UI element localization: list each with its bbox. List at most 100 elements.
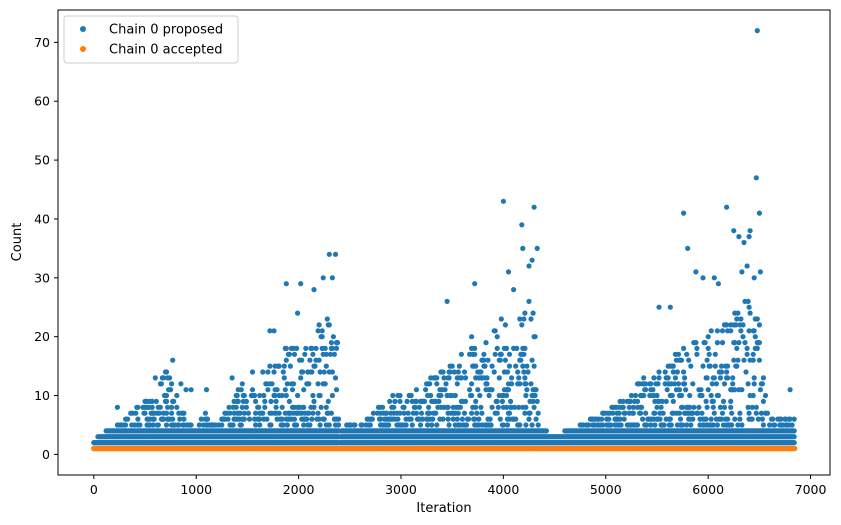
proposed-point	[728, 398, 734, 404]
proposed-point	[253, 410, 259, 416]
proposed-point	[529, 422, 535, 428]
proposed-point	[330, 334, 336, 340]
proposed-point	[772, 422, 778, 428]
proposed-point	[709, 381, 715, 387]
proposed-point	[736, 234, 742, 240]
proposed-point	[531, 404, 537, 410]
proposed-point	[651, 375, 657, 381]
proposed-point	[168, 387, 174, 393]
proposed-point	[760, 422, 767, 428]
proposed-point	[461, 410, 468, 416]
proposed-point	[421, 398, 428, 404]
proposed-point	[745, 381, 751, 387]
proposed-point	[135, 416, 141, 422]
proposed-point	[281, 363, 287, 369]
proposed-point	[279, 404, 285, 410]
proposed-point	[743, 369, 749, 375]
proposed-point	[142, 410, 148, 416]
proposed-point	[696, 404, 702, 410]
proposed-point	[384, 410, 390, 416]
proposed-point	[494, 410, 500, 416]
proposed-point	[165, 404, 171, 410]
proposed-point	[695, 410, 701, 416]
proposed-point	[249, 369, 256, 375]
proposed-point	[740, 322, 746, 328]
proposed-point	[149, 398, 155, 404]
proposed-point	[241, 416, 247, 422]
proposed-point	[474, 410, 480, 416]
proposed-point	[169, 381, 175, 387]
proposed-point	[427, 410, 433, 416]
proposed-point	[756, 340, 763, 346]
proposed-point	[257, 422, 263, 428]
proposed-point	[472, 281, 478, 287]
proposed-point	[265, 387, 271, 393]
proposed-point	[311, 398, 317, 404]
proposed-point	[706, 351, 712, 357]
proposed-point	[323, 404, 329, 410]
proposed-point	[123, 422, 129, 428]
proposed-point	[745, 404, 751, 410]
proposed-point	[617, 416, 623, 422]
proposed-point	[392, 398, 398, 404]
proposed-point	[219, 422, 225, 428]
proposed-point	[257, 416, 263, 422]
proposed-point	[456, 363, 462, 369]
proposed-point	[329, 345, 335, 351]
proposed-point	[333, 345, 340, 351]
proposed-point	[397, 398, 403, 404]
proposed-point	[694, 345, 700, 351]
proposed-point	[286, 351, 292, 357]
proposed-point	[789, 422, 795, 428]
proposed-point	[272, 392, 278, 399]
proposed-point	[177, 416, 183, 422]
proposed-point	[712, 363, 718, 369]
proposed-point	[114, 404, 120, 410]
proposed-point	[752, 334, 758, 340]
proposed-point	[505, 387, 512, 393]
proposed-point	[643, 410, 649, 416]
proposed-point	[671, 381, 678, 387]
proposed-point	[710, 398, 716, 404]
proposed-point	[523, 422, 529, 428]
proposed-point	[377, 416, 384, 422]
proposed-point	[316, 416, 322, 422]
proposed-point	[513, 363, 519, 369]
proposed-point	[418, 410, 425, 416]
proposed-point	[315, 410, 321, 416]
proposed-point	[445, 416, 451, 422]
proposed-point	[690, 381, 696, 387]
proposed-point	[523, 404, 529, 410]
proposed-point	[284, 381, 290, 387]
proposed-point	[253, 398, 259, 404]
proposed-point	[661, 422, 667, 428]
proposed-point	[169, 404, 175, 410]
proposed-point	[699, 392, 705, 399]
proposed-point	[535, 422, 541, 428]
proposed-point	[620, 398, 626, 404]
proposed-point	[677, 416, 684, 422]
proposed-point	[683, 387, 689, 393]
proposed-point	[246, 416, 253, 422]
proposed-point	[478, 369, 484, 375]
proposed-point	[434, 381, 440, 387]
proposed-point	[663, 398, 669, 404]
proposed-point	[718, 363, 725, 369]
proposed-point	[669, 392, 675, 399]
proposed-point	[691, 404, 697, 410]
proposed-point	[203, 387, 210, 393]
proposed-point	[641, 375, 647, 381]
proposed-point	[483, 340, 489, 346]
proposed-point	[522, 375, 528, 381]
proposed-point	[484, 381, 490, 387]
proposed-point	[735, 357, 741, 363]
proposed-point	[608, 422, 614, 428]
proposed-point	[741, 239, 747, 246]
proposed-point	[742, 340, 748, 346]
proposed-point	[660, 410, 666, 416]
proposed-point	[271, 369, 277, 375]
proposed-point	[271, 328, 277, 334]
proposed-point	[532, 392, 538, 399]
proposed-point	[648, 381, 654, 387]
proposed-point	[317, 422, 323, 428]
